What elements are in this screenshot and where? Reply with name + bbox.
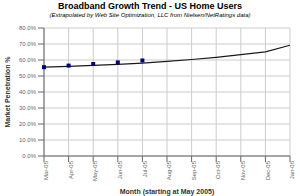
svg-text:Apr-05: Apr-05 xyxy=(68,160,74,179)
svg-text:Market Penetration %: Market Penetration % xyxy=(8,56,11,128)
svg-text:Sep-05: Sep-05 xyxy=(191,160,197,180)
svg-text:Jun-05: Jun-05 xyxy=(117,160,123,179)
svg-text:10.0%: 10.0% xyxy=(19,137,37,143)
html-text:Broadband Growth Trend - US Ho: Broadband Growth Trend - US Home Users xyxy=(58,1,242,11)
svg-text:40.0%: 40.0% xyxy=(19,89,37,95)
svg-text:Month (starting at May 2005): Month (starting at May 2005) xyxy=(120,188,215,196)
svg-text:Nov-05: Nov-05 xyxy=(240,160,246,180)
svg-text:0.0%: 0.0% xyxy=(22,153,36,159)
svg-text:30.0%: 30.0% xyxy=(19,105,37,111)
svg-text:80.0%: 80.0% xyxy=(19,25,37,31)
svg-text:Mar-05: Mar-05 xyxy=(43,160,49,180)
svg-text:Oct-05: Oct-05 xyxy=(215,160,221,179)
svg-text:60.0%: 60.0% xyxy=(19,57,37,63)
svg-text:50.0%: 50.0% xyxy=(19,73,37,79)
svg-text:Jan-06: Jan-06 xyxy=(289,160,292,179)
svg-text:Dec-05: Dec-05 xyxy=(265,160,271,180)
svg-text:20.0%: 20.0% xyxy=(19,121,37,127)
svg-text:Jul-05: Jul-05 xyxy=(142,160,148,177)
svg-text:Aug-05: Aug-05 xyxy=(166,160,172,180)
svg-text:May-05: May-05 xyxy=(92,160,98,181)
html-text:(Extrapolated by Web Site Opti: (Extrapolated by Web Site Optimization, … xyxy=(49,11,251,18)
svg-text:70.0%: 70.0% xyxy=(19,41,37,47)
